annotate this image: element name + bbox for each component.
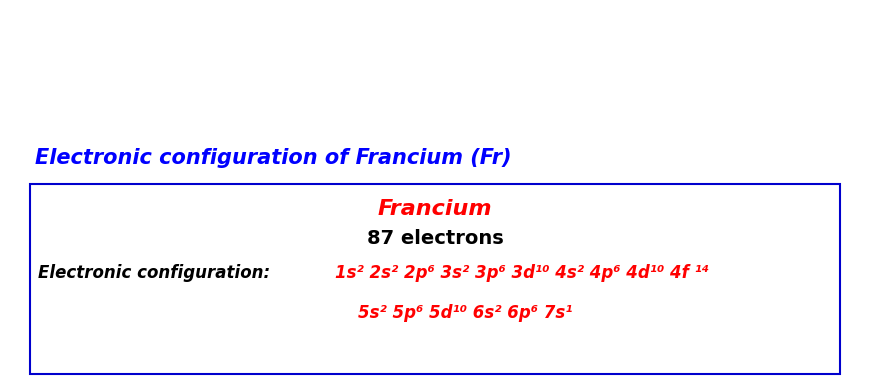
- Text: 1s² 2s² 2p⁶ 3s² 3p⁶ 3d¹⁰ 4s² 4p⁶ 4d¹⁰ 4f ¹⁴: 1s² 2s² 2p⁶ 3s² 3p⁶ 3d¹⁰ 4s² 4p⁶ 4d¹⁰ 4f…: [335, 264, 709, 282]
- Text: Electronic configuration of Francium (Fr): Electronic configuration of Francium (Fr…: [35, 148, 511, 168]
- Text: 87 electrons: 87 electrons: [366, 229, 503, 248]
- Text: Francium: Francium: [378, 199, 492, 219]
- Text: 5s² 5p⁶ 5d¹⁰ 6s² 6p⁶ 7s¹: 5s² 5p⁶ 5d¹⁰ 6s² 6p⁶ 7s¹: [357, 304, 572, 322]
- Text: Electronic configuration:: Electronic configuration:: [38, 264, 281, 282]
- FancyBboxPatch shape: [30, 184, 839, 374]
